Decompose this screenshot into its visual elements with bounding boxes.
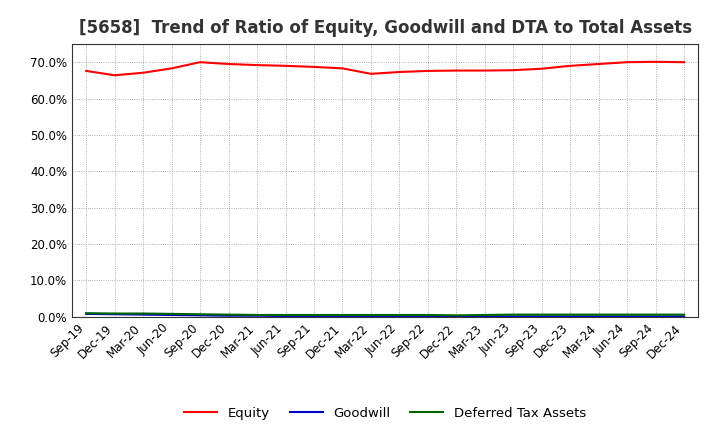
Deferred Tax Assets	[537, 312, 546, 317]
Title: [5658]  Trend of Ratio of Equity, Goodwill and DTA to Total Assets: [5658] Trend of Ratio of Equity, Goodwil…	[78, 19, 692, 37]
Equity	[196, 59, 204, 65]
Goodwill	[652, 314, 660, 319]
Goodwill	[623, 314, 631, 319]
Goodwill	[253, 313, 261, 319]
Deferred Tax Assets	[366, 312, 375, 318]
Equity	[566, 63, 575, 69]
Deferred Tax Assets	[652, 312, 660, 317]
Goodwill	[509, 314, 518, 319]
Equity	[537, 66, 546, 71]
Deferred Tax Assets	[139, 311, 148, 316]
Line: Deferred Tax Assets: Deferred Tax Assets	[86, 313, 684, 315]
Equity	[253, 62, 261, 68]
Equity	[310, 64, 318, 70]
Equity	[452, 68, 461, 73]
Goodwill	[167, 312, 176, 318]
Deferred Tax Assets	[509, 312, 518, 317]
Deferred Tax Assets	[452, 313, 461, 318]
Equity	[509, 68, 518, 73]
Goodwill	[82, 311, 91, 316]
Equity	[167, 66, 176, 71]
Equity	[338, 66, 347, 71]
Goodwill	[110, 312, 119, 317]
Equity	[282, 63, 290, 69]
Goodwill	[537, 314, 546, 319]
Equity	[595, 61, 603, 66]
Legend: Equity, Goodwill, Deferred Tax Assets: Equity, Goodwill, Deferred Tax Assets	[179, 401, 591, 425]
Deferred Tax Assets	[196, 312, 204, 317]
Deferred Tax Assets	[480, 312, 489, 318]
Line: Equity: Equity	[86, 62, 684, 75]
Deferred Tax Assets	[595, 312, 603, 317]
Goodwill	[139, 312, 148, 317]
Deferred Tax Assets	[423, 312, 432, 318]
Equity	[395, 70, 404, 75]
Deferred Tax Assets	[110, 311, 119, 316]
Goodwill	[423, 313, 432, 319]
Goodwill	[680, 314, 688, 319]
Goodwill	[196, 313, 204, 318]
Deferred Tax Assets	[680, 312, 688, 317]
Goodwill	[595, 314, 603, 319]
Goodwill	[452, 314, 461, 319]
Equity	[623, 59, 631, 65]
Goodwill	[338, 313, 347, 319]
Deferred Tax Assets	[566, 312, 575, 317]
Deferred Tax Assets	[253, 312, 261, 318]
Equity	[680, 59, 688, 65]
Goodwill	[395, 313, 404, 319]
Equity	[82, 68, 91, 73]
Equity	[366, 71, 375, 77]
Equity	[652, 59, 660, 65]
Deferred Tax Assets	[167, 311, 176, 316]
Goodwill	[282, 313, 290, 319]
Deferred Tax Assets	[395, 312, 404, 318]
Goodwill	[480, 314, 489, 319]
Line: Goodwill: Goodwill	[86, 314, 684, 316]
Deferred Tax Assets	[82, 311, 91, 316]
Equity	[110, 73, 119, 78]
Equity	[225, 61, 233, 66]
Goodwill	[225, 313, 233, 319]
Deferred Tax Assets	[623, 312, 631, 317]
Equity	[480, 68, 489, 73]
Goodwill	[310, 313, 318, 319]
Deferred Tax Assets	[338, 312, 347, 318]
Equity	[423, 68, 432, 73]
Deferred Tax Assets	[310, 312, 318, 318]
Equity	[139, 70, 148, 75]
Deferred Tax Assets	[282, 312, 290, 318]
Goodwill	[566, 314, 575, 319]
Deferred Tax Assets	[225, 312, 233, 317]
Goodwill	[366, 313, 375, 319]
